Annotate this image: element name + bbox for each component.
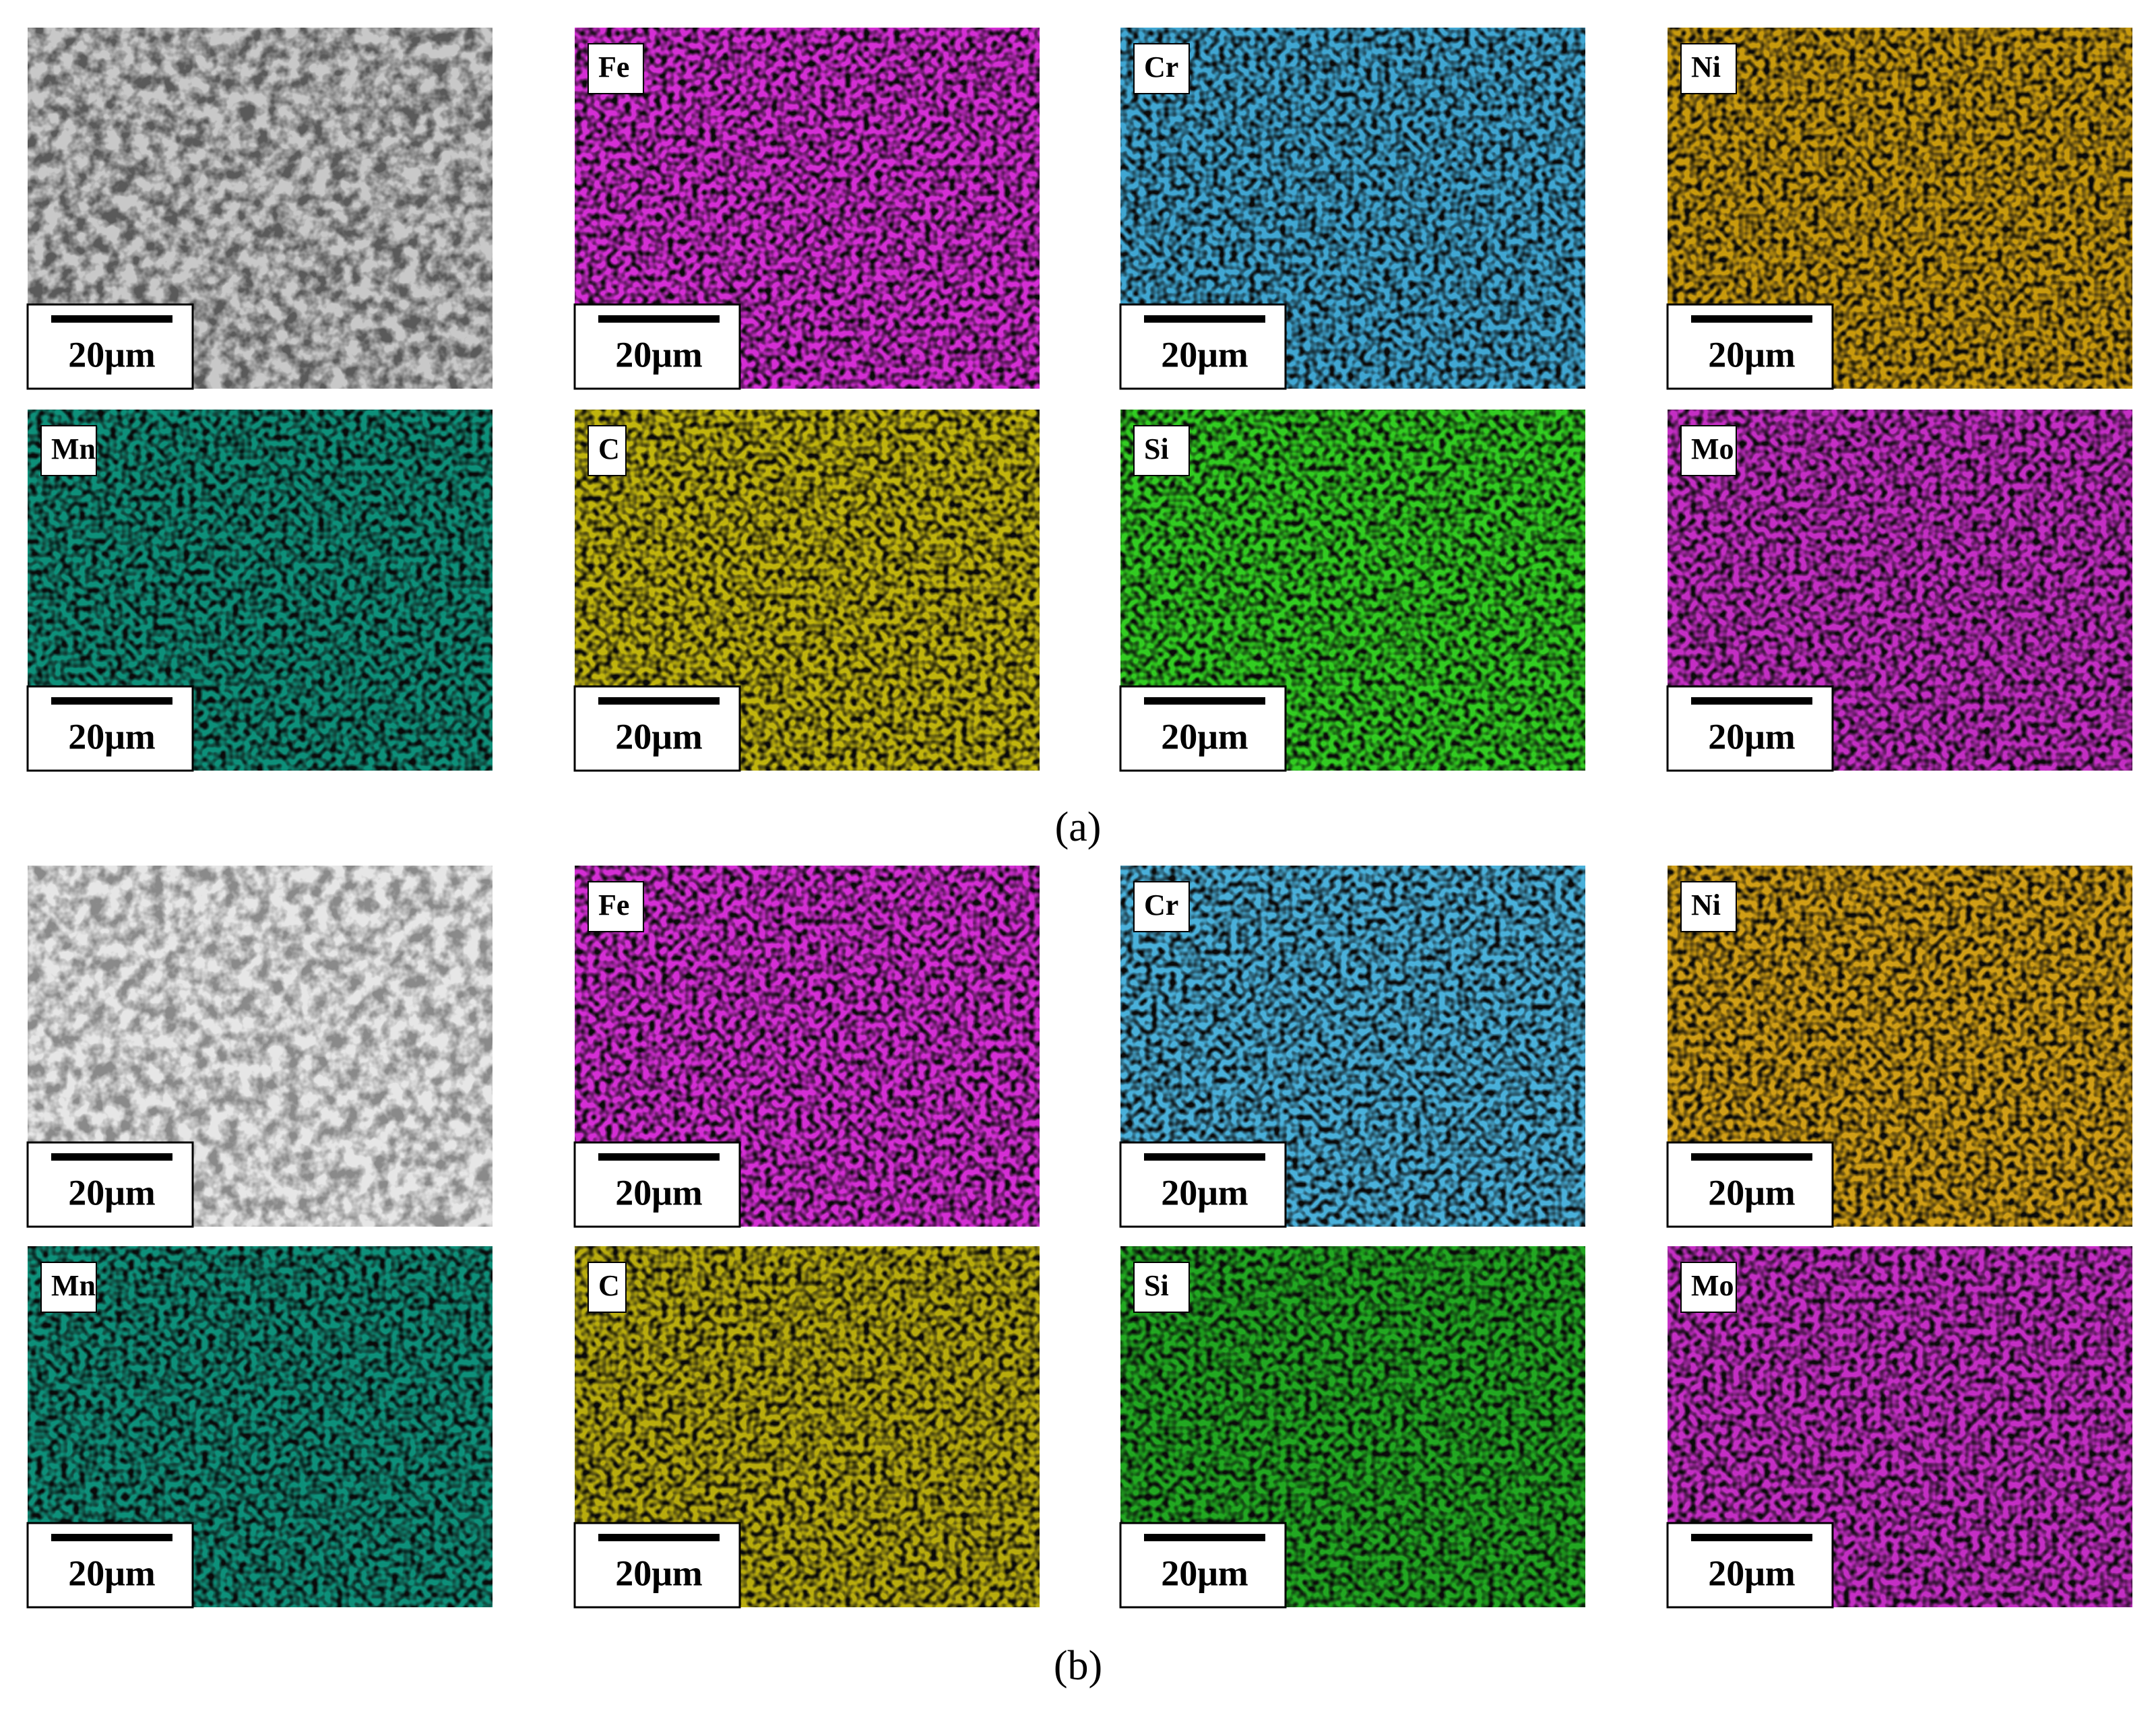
scale-bar-label: 20μm	[1161, 1553, 1248, 1593]
scale-bar-label: 20μm	[68, 1172, 156, 1213]
scale-bar-label: 20μm	[1708, 716, 1796, 756]
element-label-box	[40, 425, 97, 476]
scale-bar	[1691, 697, 1812, 705]
map-panel: Mn 20μm	[26, 1246, 493, 1609]
scale-bar	[1144, 315, 1265, 323]
map-panel: Mo 20μm	[1666, 1246, 2132, 1609]
element-label-box	[588, 1262, 627, 1313]
element-label-box	[1133, 1262, 1190, 1313]
element-label: Si	[1144, 432, 1169, 465]
scale-bar	[1691, 1534, 1812, 1541]
map-panel: Si 20μm	[1119, 410, 1585, 772]
scale-bar	[598, 315, 720, 323]
scale-bar-label: 20μm	[615, 1172, 703, 1213]
element-label-box	[1133, 881, 1190, 932]
element-label: C	[598, 432, 620, 465]
scale-bar	[1144, 697, 1265, 705]
map-panel: Mn 20μm	[26, 410, 493, 772]
scale-bar	[1691, 1153, 1812, 1161]
scale-bar	[1691, 315, 1812, 323]
scale-bar-label: 20μm	[1161, 334, 1248, 375]
element-label: Fe	[598, 889, 629, 922]
map-panel: C 20μm	[573, 410, 1040, 772]
element-label: Cr	[1144, 51, 1178, 84]
scale-bar	[51, 1153, 172, 1161]
map-panel: Mo 20μm	[1666, 410, 2132, 772]
element-label: Mo	[1691, 432, 1734, 465]
element-label: Si	[1144, 1269, 1169, 1302]
scale-bar-label: 20μm	[1161, 1172, 1248, 1213]
element-label-box	[1680, 43, 1737, 94]
map-panel: 20μm	[26, 866, 493, 1228]
caption: (a)	[1055, 804, 1102, 850]
map-panel: Ni 20μm	[1666, 28, 2132, 390]
scale-bar-label: 20μm	[68, 1553, 156, 1593]
map-panel: 20μm	[26, 28, 493, 390]
map-panel: Fe 20μm	[573, 28, 1040, 390]
scale-bar-label: 20μm	[615, 1553, 703, 1593]
element-label-box	[40, 1262, 97, 1313]
scale-bar-label: 20μm	[68, 334, 156, 375]
element-label-box	[1133, 425, 1190, 476]
element-label: Mn	[51, 432, 96, 465]
scale-bar-label: 20μm	[1708, 1172, 1796, 1213]
element-label: Ni	[1691, 889, 1721, 922]
scale-bar-label: 20μm	[1708, 334, 1796, 375]
map-panel: Fe 20μm	[573, 866, 1040, 1228]
scale-bar	[598, 697, 720, 705]
scale-bar-label: 20μm	[615, 334, 703, 375]
element-label-box	[588, 425, 627, 476]
scale-bar	[598, 1153, 720, 1161]
element-label: Mn	[51, 1269, 96, 1302]
scale-bar-label: 20μm	[1161, 716, 1248, 756]
element-label-box	[1680, 881, 1737, 932]
map-panel: Cr 20μm	[1119, 866, 1585, 1228]
element-label: C	[598, 1269, 620, 1302]
scale-bar	[51, 697, 172, 705]
element-label: Mo	[1691, 1269, 1734, 1302]
scale-bar-label: 20μm	[68, 716, 156, 756]
scale-bar	[1144, 1153, 1265, 1161]
map-panel: Si 20μm	[1119, 1246, 1585, 1609]
element-label-box	[588, 43, 644, 94]
scale-bar-label: 20μm	[615, 716, 703, 756]
scale-bar	[1144, 1534, 1265, 1541]
scale-bar	[51, 1534, 172, 1541]
element-label: Cr	[1144, 889, 1178, 922]
caption: (b)	[1054, 1643, 1102, 1689]
element-label-box	[1680, 1262, 1737, 1313]
element-label: Ni	[1691, 51, 1721, 84]
scale-bar	[598, 1534, 720, 1541]
element-label-box	[588, 881, 644, 932]
map-panel: C 20μm	[573, 1246, 1040, 1609]
map-panel: Cr 20μm	[1119, 28, 1585, 390]
element-label-box	[1680, 425, 1737, 476]
scale-bar-label: 20μm	[1708, 1553, 1796, 1593]
element-label: Fe	[598, 51, 629, 84]
map-panel: Ni 20μm	[1666, 866, 2132, 1228]
scale-bar	[51, 315, 172, 323]
element-label-box	[1133, 43, 1190, 94]
